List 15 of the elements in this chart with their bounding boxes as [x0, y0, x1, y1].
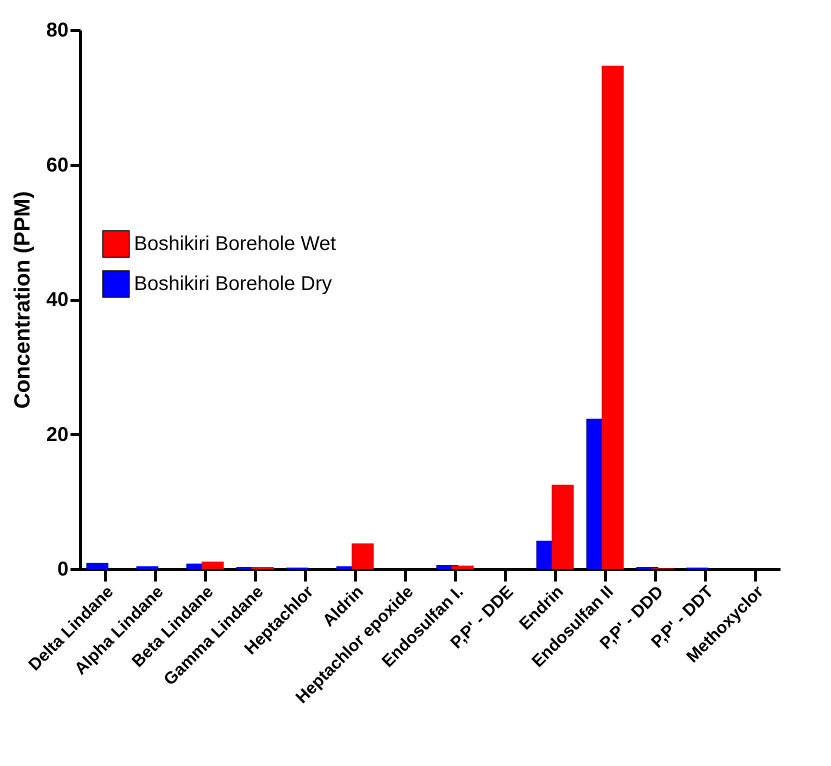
bar — [136, 566, 158, 569]
y-tick-label: 20 — [46, 424, 68, 446]
y-tick-label: 60 — [46, 154, 68, 176]
bar — [602, 66, 624, 569]
legend-label: Boshikiri Borehole Dry — [134, 273, 332, 295]
bar — [86, 562, 108, 569]
y-axis-title: Concentration (PPM) — [9, 191, 34, 409]
bar — [352, 543, 374, 569]
bar — [552, 484, 574, 569]
y-tick-label: 80 — [46, 20, 68, 42]
bar — [452, 566, 474, 569]
bar — [202, 562, 224, 569]
legend-label: Boshikiri Borehole Wet — [134, 233, 336, 255]
y-tick-label: 0 — [57, 558, 68, 580]
y-tick-label: 40 — [46, 289, 68, 311]
